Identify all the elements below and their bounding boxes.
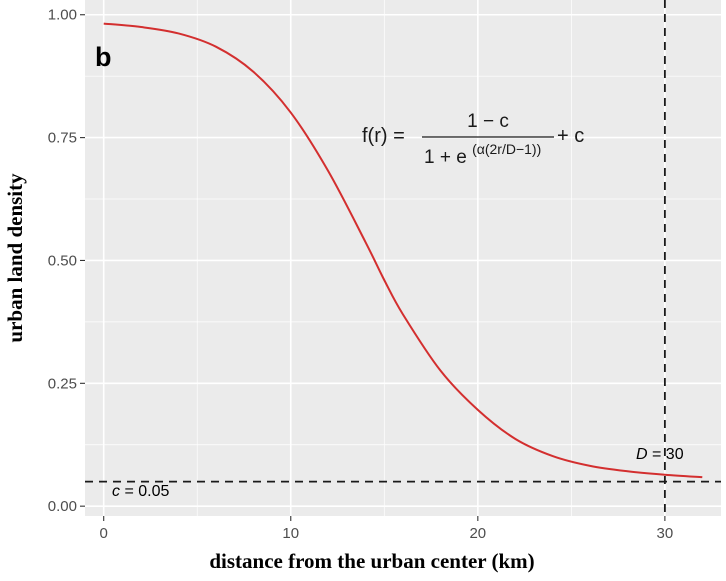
formula-rhs: + c — [557, 125, 584, 147]
x-tick-label: 0 — [100, 525, 108, 542]
x-tick-label: 10 — [282, 525, 299, 542]
formula-denominator-base: 1 + e — [424, 147, 467, 168]
c-annotation: c = 0.05 — [112, 483, 169, 500]
d-annotation: D = 30 — [636, 446, 684, 463]
y-tick-label: 0.25 — [48, 375, 77, 392]
d-symbol: D — [636, 446, 648, 463]
x-tick-label: 30 — [657, 525, 674, 542]
y-tick-label: 1.00 — [48, 7, 77, 24]
d-value: = 30 — [652, 446, 684, 463]
formula-numerator: 1 − c — [467, 111, 509, 132]
y-tick-label: 0.50 — [48, 252, 77, 269]
y-axis-title: urban land density — [3, 173, 27, 343]
c-value: = 0.05 — [124, 483, 169, 500]
formula-denominator: 1 + e (α(2r/D−1)) — [424, 141, 541, 168]
formula-exponent: (α(2r/D−1)) — [472, 141, 541, 157]
axis-ticks: 0 10 20 30 0.00 0.25 0.50 0.75 1.00 — [48, 7, 673, 542]
x-tick-label: 20 — [469, 525, 486, 542]
x-axis-title: distance from the urban center (km) — [209, 549, 534, 573]
y-tick-label: 0.00 — [48, 498, 77, 515]
panel-background — [85, 0, 721, 516]
reference-lines — [85, 0, 721, 516]
formula: f(r) = 1 − c 1 + e (α(2r/D−1)) + c — [362, 111, 584, 168]
y-tick-label: 0.75 — [48, 130, 77, 147]
c-symbol: c — [112, 483, 120, 500]
panel-label: b — [95, 42, 112, 72]
density-curve — [103, 22, 703, 479]
formula-lhs: f(r) = — [362, 125, 405, 147]
